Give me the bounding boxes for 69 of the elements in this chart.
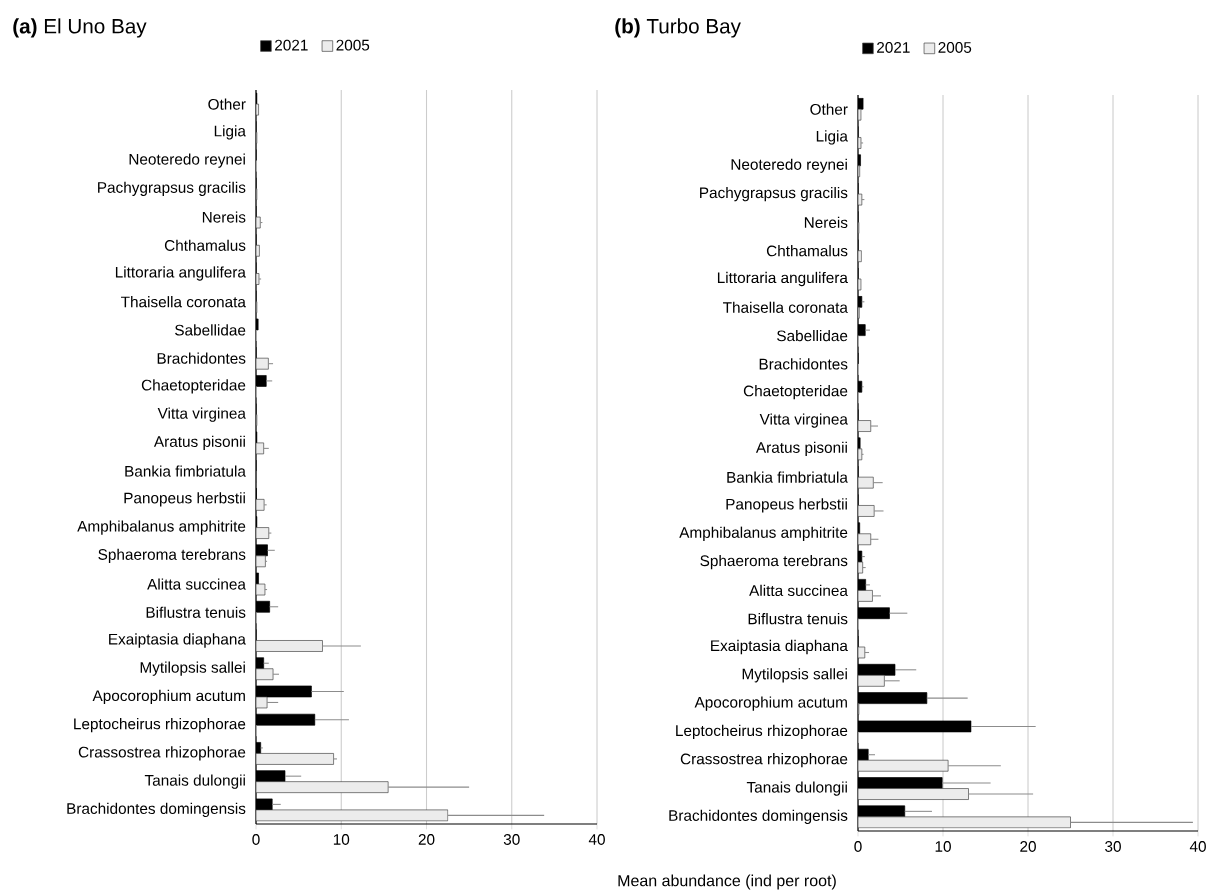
y-tick-label: Other: [208, 98, 246, 110]
y-tick-label: Amphibalanus amphitrite: [77, 520, 246, 535]
y-tick-label: Exaiptasia diaphana: [711, 639, 848, 655]
y-tick-label: Sphaeroma terebrans: [98, 548, 246, 563]
y-tick-label: Chthamalus: [766, 245, 848, 257]
y-tick-label: Amphibalanus amphitrite: [679, 526, 848, 541]
y-tick-label: Thaisella coronata: [723, 301, 848, 313]
y-tick-label: Pachygrapsus gracilis: [700, 186, 848, 202]
y-tick-label: Neoteredo reynei: [731, 158, 847, 173]
y-tick-label: Leptocheirus rhizophorae: [74, 718, 246, 733]
y-tick-label: Apocorophium acutum: [694, 696, 847, 711]
y-tick-label: Brachidontes domingensis: [669, 809, 848, 824]
y-tick-label: Leptocheirus rhizophorae: [676, 724, 848, 740]
text: (b) Turbo Bay: [615, 18, 741, 38]
x-tick-label: 20: [1020, 841, 1036, 852]
y-tick-label: Brachidontes domingensis: [67, 802, 246, 818]
y-tick-label: Neoteredo reynei: [129, 153, 245, 168]
x-tick-label: 10: [935, 841, 951, 852]
y-tick-label: Vitta virginea: [759, 413, 848, 428]
x-tick-label: 30: [1105, 841, 1121, 852]
y-tick-label: Crassostrea rhizophorae: [78, 746, 246, 761]
legend-label: 2005: [336, 39, 370, 51]
y-tick-label: Chaetopteridae: [141, 379, 246, 394]
y-tick-label: Nereis: [202, 211, 246, 223]
x-axis-title: Mean abundance (ind per root): [618, 874, 836, 890]
y-tick-label: Thaisella coronata: [121, 296, 246, 308]
y-tick-label: Alitta succinea: [147, 578, 246, 590]
y-tick-label: Nereis: [804, 216, 848, 229]
y-tick-label: Ligia: [214, 125, 246, 140]
y-tick-label: Tanais dulongii: [746, 781, 847, 796]
y-tick-label: Bankia fimbriatula: [727, 471, 848, 483]
y-tick-label: Littoraria angulifera: [717, 271, 848, 287]
y-tick-label: Mytilopsis sallei: [742, 668, 847, 683]
y-tick-label: Brachidontes: [759, 358, 848, 370]
y-tick-label: Tanais dulongii: [144, 774, 245, 789]
x-tick-label: 0: [252, 834, 260, 845]
x-tick-label: 30: [503, 834, 520, 845]
legend-label: 2021: [275, 39, 308, 51]
y-tick-label: Biflustra tenuis: [748, 613, 848, 625]
x-tick-label: 40: [1189, 841, 1206, 852]
y-tick-label: Crassostrea rhizophorae: [680, 753, 848, 768]
y-tick-label: Ligia: [816, 130, 848, 145]
y-tick-label: Apocorophium acutum: [92, 689, 245, 705]
y-tick-label: Chthamalus: [164, 239, 246, 251]
x-tick-label: 0: [854, 841, 862, 852]
y-tick-label: Other: [810, 103, 848, 115]
y-tick-label: Panopeus herbstii: [124, 492, 245, 507]
y-tick-label: Panopeus herbstii: [726, 498, 847, 513]
y-tick-label: Sphaeroma terebrans: [700, 554, 848, 570]
y-tick-label: Bankia fimbriatula: [125, 465, 246, 477]
x-tick-label: 40: [588, 834, 605, 845]
legend-label: 2005: [938, 42, 972, 53]
y-tick-label: Vitta virginea: [157, 407, 246, 422]
y-tick-label: Sabellidae: [175, 324, 246, 336]
x-tick-label: 10: [333, 834, 350, 845]
y-tick-label: Littoraria angulifera: [115, 266, 246, 281]
y-tick-label: Exaiptasia diaphana: [109, 633, 246, 648]
y-tick-label: Sabellidae: [777, 329, 848, 342]
y-tick-label: Alitta succinea: [749, 584, 848, 597]
y-tick-label: Aratus pisonii: [755, 441, 847, 456]
y-tick-label: Aratus pisonii: [153, 435, 245, 451]
y-tick-label: Mytilopsis sallei: [140, 661, 245, 676]
y-tick-label: Pachygrapsus gracilis: [98, 181, 246, 196]
y-tick-label: Brachidontes: [157, 352, 246, 364]
legend-label: 2021: [877, 42, 910, 53]
text: (a) El Uno Bay: [13, 18, 147, 38]
x-tick-label: 20: [418, 834, 435, 845]
y-tick-label: Biflustra tenuis: [146, 606, 246, 618]
y-tick-label: Chaetopteridae: [743, 385, 848, 400]
